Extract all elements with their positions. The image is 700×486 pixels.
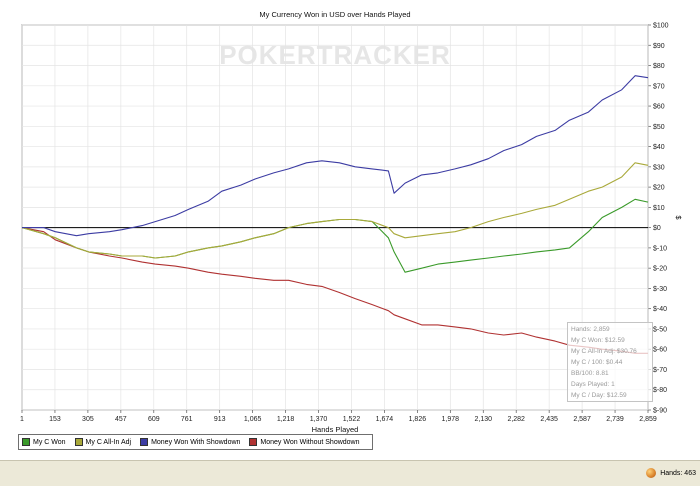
x-tick-label: 153 <box>49 416 61 423</box>
y-tick-label: $70 <box>653 83 665 90</box>
y-tick-label: $-50 <box>653 326 667 333</box>
info-per-day: My C / Day: $12.59 <box>571 392 627 399</box>
x-tick-label: 609 <box>148 416 160 423</box>
x-tick-label: 1,978 <box>442 416 460 423</box>
y-tick-label: $0 <box>653 225 661 232</box>
info-my-c-won: My C Won: $12.59 <box>571 337 625 344</box>
y-tick-label: $40 <box>653 144 665 151</box>
info-all-in-adj: My C All-In Adj: $30.76 <box>571 348 637 355</box>
x-tick-label: 1,674 <box>376 416 394 423</box>
status-hands: Hands: 463 <box>646 468 696 478</box>
y-tick-label: $-20 <box>653 266 667 273</box>
chart-panel: POKERTRACKER $100 $90 $80 $70 $60 $50 $40 $30 $20… <box>18 10 683 450</box>
status-hands-label: Hands: 463 <box>660 469 696 477</box>
legend-item-with-showdown[interactable]: Money Won With Showdown <box>140 438 240 446</box>
chart-title: My Currency Won in USD over Hands Played <box>259 10 410 19</box>
legend-label: My C All-In Adj <box>85 438 132 446</box>
y-axis-label: $ <box>674 215 683 220</box>
x-tick-label: 1,065 <box>244 416 262 423</box>
y-tick-label: $60 <box>653 104 665 111</box>
y-tick-label: $-10 <box>653 245 667 252</box>
x-tick-label: 2,282 <box>507 416 525 423</box>
legend-label: My C Won <box>33 438 66 446</box>
x-tick-label: 2,739 <box>606 416 624 423</box>
info-hands: Hands: 2,859 <box>571 326 610 333</box>
chart-legend: My C Won My C All-In Adj Money Won With … <box>18 434 373 450</box>
y-tick-label: $-90 <box>653 408 667 415</box>
status-bar: Hands: 463 <box>0 460 700 486</box>
x-axis-label: Hands Played <box>312 425 359 434</box>
x-tick-label: 2,587 <box>573 416 591 423</box>
y-tick-label: $-80 <box>653 387 667 394</box>
y-tick-label: $30 <box>653 164 665 171</box>
legend-item-my-c-won[interactable]: My C Won <box>22 438 66 446</box>
info-days-played: Days Played: 1 <box>571 381 615 388</box>
legend-swatch <box>249 438 258 446</box>
legend-label: Money Won Without Showdown <box>260 438 360 446</box>
x-tick-label: 1 <box>20 416 24 423</box>
series-line-money-won-without-showdown <box>21 227 648 354</box>
x-tick-label: 761 <box>181 416 193 423</box>
legend-swatch <box>22 438 30 446</box>
x-tick-label: 2,130 <box>474 416 492 423</box>
x-tick-label: 2,859 <box>639 416 657 423</box>
legend-item-all-in-adj[interactable]: My C All-In Adj <box>74 438 132 446</box>
legend-swatch <box>140 438 149 446</box>
currency-chart: POKERTRACKER$100$90$80$70$60$50$40$30$20… <box>20 10 683 434</box>
y-tick-label: $50 <box>653 124 665 131</box>
y-tick-label: $-60 <box>653 347 667 354</box>
y-tick-label: $-70 <box>653 367 667 374</box>
y-tick-label: $80 <box>653 63 665 70</box>
x-tick-label: 457 <box>115 416 127 423</box>
x-tick-label: 1,370 <box>310 416 328 423</box>
y-tick-label: $10 <box>653 205 665 212</box>
x-tick-label: 1,522 <box>343 416 361 423</box>
x-tick-label: 1,218 <box>277 416 295 423</box>
x-tick-label: 2,435 <box>540 416 558 423</box>
x-tick-label: 913 <box>214 416 226 423</box>
legend-label: Money Won With Showdown <box>151 438 241 446</box>
plot-area <box>21 24 649 411</box>
series-line-money-won-with-showdown <box>22 75 649 237</box>
y-tick-label: $-30 <box>653 286 667 293</box>
y-tick-label: $100 <box>653 23 669 30</box>
y-tick-label: $20 <box>653 185 665 192</box>
legend-item-without-showdown[interactable]: Money Won Without Showdown <box>249 438 360 446</box>
x-tick-label: 1,826 <box>409 416 427 423</box>
info-bb-100: BB/100: 8.81 <box>571 370 609 377</box>
y-tick-label: $-40 <box>653 306 667 313</box>
poker-chip-icon <box>646 468 657 478</box>
legend-swatch <box>74 438 83 446</box>
stats-info-box: Hands: 2,859 My C Won: $12.59 My C All-I… <box>567 322 653 402</box>
series-line-my-c-all-in-adj <box>21 162 649 259</box>
y-tick-label: $90 <box>653 43 665 50</box>
x-tick-label: 305 <box>82 416 94 423</box>
info-per-100: My C / 100: $0.44 <box>571 359 623 366</box>
